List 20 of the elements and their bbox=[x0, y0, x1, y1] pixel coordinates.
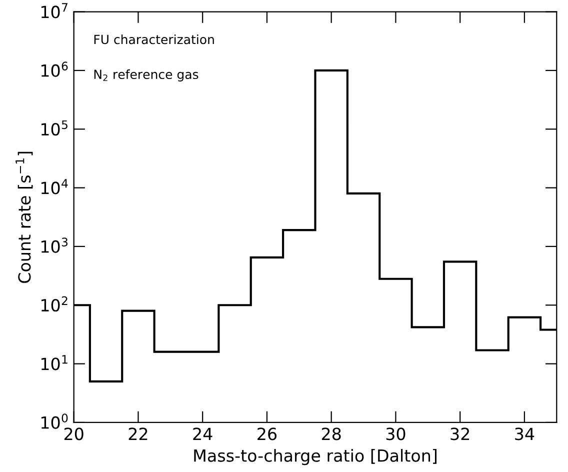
x-tick-label: 20 bbox=[64, 428, 84, 440]
y-axis-title: Count rate [s$^{−1}$] bbox=[16, 152, 33, 283]
x-tick-label: 28 bbox=[322, 428, 341, 440]
x-tick-label: 24 bbox=[193, 428, 212, 440]
annotation: N$_{2}$ reference gas bbox=[94, 69, 198, 82]
x-tick-label: 34 bbox=[515, 428, 534, 440]
x-tick-label: 32 bbox=[450, 428, 470, 440]
y-tick-label: 10$^{5}$ bbox=[41, 120, 68, 136]
y-tick-label: 10$^{0}$ bbox=[41, 414, 68, 429]
x-tick-label: 30 bbox=[386, 428, 406, 440]
x-tick-label: 26 bbox=[258, 428, 277, 440]
annotation: FU characterization bbox=[94, 34, 214, 44]
y-tick-label: 10$^{3}$ bbox=[41, 238, 68, 253]
x-axis-title: Mass-to-charge ratio [Dalton] bbox=[194, 448, 436, 466]
y-tick-label: 10$^{6}$ bbox=[41, 62, 68, 77]
y-tick-label: 10$^{2}$ bbox=[41, 296, 68, 312]
x-tick-label: 22 bbox=[128, 428, 148, 440]
y-tick-label: 10$^{1}$ bbox=[41, 355, 68, 370]
y-tick-label: 10$^{7}$ bbox=[41, 3, 68, 18]
y-tick-label: 10$^{4}$ bbox=[41, 179, 68, 194]
